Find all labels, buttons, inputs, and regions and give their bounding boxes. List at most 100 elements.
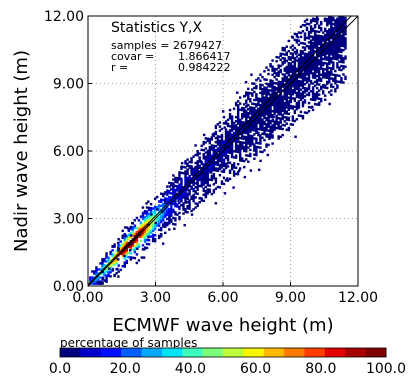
density-cell [230,167,234,171]
density-cell [220,164,224,167]
density-cell [194,196,197,199]
density-cell [303,54,307,58]
density-cell [340,30,343,33]
density-cell [267,133,270,136]
density-cell [223,192,227,195]
density-cell [232,166,236,169]
density-cell [328,44,331,47]
density-cell [208,141,212,145]
density-cell [247,138,250,141]
density-cell [176,189,179,192]
density-cell [340,48,343,52]
density-cell [243,107,246,110]
density-cell [180,177,183,181]
density-cell [174,223,177,226]
density-cell [236,120,240,123]
density-cell [212,146,216,150]
density-cell [261,108,264,111]
density-cell [259,159,262,163]
density-cell [330,93,333,96]
density-cell [135,241,139,244]
density-cell [259,134,262,137]
density-cell [336,62,339,65]
density-cell [322,39,325,42]
density-cell [247,122,250,125]
density-cell [271,114,274,117]
density-cell [220,170,224,173]
density-cell [243,103,246,106]
colorbar-tick-label: 80.0 [305,361,336,377]
density-cell [301,23,305,27]
density-cell [297,65,301,69]
density-cell [188,177,191,180]
density-cell [330,44,333,48]
density-cell [277,108,280,112]
density-cell [261,128,264,131]
density-cell [220,145,224,149]
density-cell [141,225,145,229]
density-cell [257,131,260,135]
density-cell [293,91,297,94]
density-cell [287,55,290,59]
density-cell [116,267,119,271]
density-cell [145,216,149,219]
density-cell [265,92,268,96]
density-cell [232,137,236,141]
density-cell [220,143,224,147]
density-cell [326,66,329,69]
density-cell [317,63,321,66]
density-cell [309,57,313,61]
density-cell [196,182,199,185]
density-cell [245,154,248,157]
density-cell [145,228,149,231]
density-cell [265,143,268,146]
density-cell [101,266,104,269]
density-cell [324,51,327,55]
density-cell [188,203,191,206]
density-cell [196,184,199,187]
density-cell [283,61,286,64]
density-cell [316,18,320,21]
density-cell [285,81,288,85]
density-cell [319,79,323,83]
density-cell [128,249,132,252]
density-cell [340,34,343,37]
density-cell [334,57,337,61]
density-cell [241,116,244,120]
density-cell [206,159,209,163]
density-cell [243,113,246,116]
y-axis-label: Nadir wave height (m) [11,50,32,252]
density-cell [281,105,284,108]
density-cell [326,38,329,41]
density-cell [277,70,280,73]
density-cell [170,202,173,205]
density-cell [307,61,311,64]
density-cell [289,74,293,77]
density-cell [297,39,301,42]
density-cell [147,243,151,246]
density-cell [342,18,345,21]
density-cell [283,73,286,76]
density-cell [334,33,337,36]
density-cell [328,62,331,66]
density-cell [313,102,317,106]
density-cell [192,189,195,193]
density-cell [261,132,264,135]
density-cell [224,128,228,131]
density-cell [166,223,169,227]
density-cell [328,22,331,25]
density-cell [131,244,135,247]
density-cell [253,125,256,128]
density-cell [228,131,232,134]
density-cell [267,121,270,124]
density-cell [277,127,280,130]
density-cell [188,191,191,194]
density-cell [281,89,284,92]
density-cell [149,235,153,238]
density-cell [258,168,261,172]
density-cell [295,95,299,99]
density-cell [334,21,337,24]
density-cell [271,97,274,101]
density-cell [263,90,266,93]
